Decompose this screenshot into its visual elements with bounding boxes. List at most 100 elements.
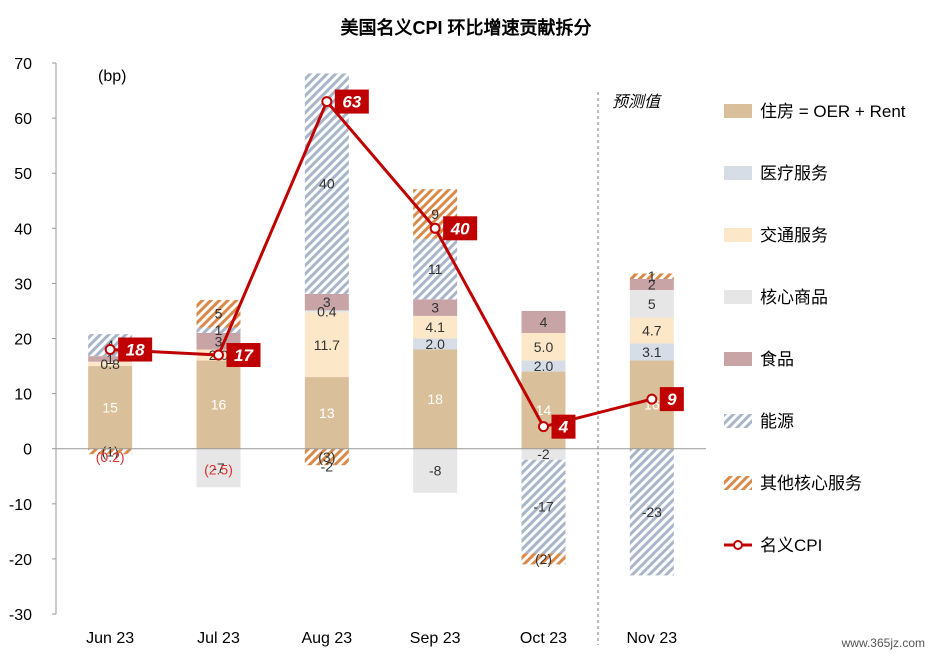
bar-segment-energy xyxy=(521,459,566,554)
legend-swatch-other_core xyxy=(724,476,752,490)
y-tick-label: 40 xyxy=(14,221,32,238)
segment-label: 11 xyxy=(428,261,443,277)
extra-segment-label: (2.5) xyxy=(204,461,233,477)
segment-label: 3 xyxy=(323,294,331,310)
bar-segment-housing xyxy=(88,366,133,449)
cpi-point xyxy=(213,349,224,361)
cpi-point xyxy=(538,421,549,433)
segment-label: 2.0 xyxy=(534,358,554,374)
legend-label: 食品 xyxy=(760,350,794,369)
legend-swatch-medical xyxy=(724,166,752,180)
watermark: www.365jz.com xyxy=(841,636,925,650)
segment-label: 1 xyxy=(106,351,114,367)
cpi-label-box xyxy=(443,216,478,241)
segment-label: 5.0 xyxy=(534,339,554,355)
segment-label: -17 xyxy=(533,499,553,515)
segment-label: 4.7 xyxy=(642,323,662,339)
bar-segment-energy xyxy=(629,448,674,576)
segment-label: 2 xyxy=(648,277,656,293)
cpi-polyline xyxy=(110,100,653,429)
unit-label: (bp) xyxy=(98,68,126,85)
cpi-point xyxy=(646,393,658,405)
bar-segment-other_core xyxy=(521,553,566,565)
segment-label: 18 xyxy=(427,391,443,407)
extra-segment-label: -2 xyxy=(321,459,334,475)
bar-segment-core_goods xyxy=(413,448,458,493)
legend-label: 其他核心服务 xyxy=(760,474,862,493)
bar-segment-transport xyxy=(629,317,674,344)
bar-segment-food xyxy=(629,278,674,291)
legend: 住房 = OER + Rent 医疗服务交通服务核心商品食品能源其他核心服务名义C… xyxy=(724,102,906,555)
bar-segment-energy xyxy=(196,327,241,333)
legend-label: 名义CPI xyxy=(760,536,822,555)
segment-label: 4.1 xyxy=(425,319,445,335)
bar-segment-other_core xyxy=(629,273,674,279)
y-tick-label: 60 xyxy=(14,111,32,128)
bar-segment-food xyxy=(413,299,458,316)
bar-segment-core_goods xyxy=(521,448,566,460)
extra-segment-label: (0.2) xyxy=(96,449,125,465)
segment-label: 3.1 xyxy=(642,344,662,360)
y-tick-label: 50 xyxy=(14,166,32,183)
cpi-label: 63 xyxy=(342,93,361,112)
x-tick-label: Jul 23 xyxy=(197,630,240,647)
cpi-line: 18 17 63 40 4 9 xyxy=(104,89,684,439)
bar-segment-housing xyxy=(413,349,458,449)
legend-label: 交通服务 xyxy=(760,226,828,245)
cpi-label-box xyxy=(118,337,153,362)
segment-label: 1 xyxy=(648,268,656,284)
bar-segment-core_goods xyxy=(304,310,349,313)
segment-label: 15 xyxy=(102,399,118,415)
cpi-label: 40 xyxy=(450,219,470,238)
x-tick-label: Aug 23 xyxy=(301,630,352,647)
bar-segment-transport xyxy=(521,332,566,361)
x-tick-label: Nov 23 xyxy=(626,630,677,647)
segment-label: 5 xyxy=(215,306,223,322)
bar-segment-energy xyxy=(413,238,458,300)
segment-label: (3) xyxy=(318,449,335,465)
cpi-label-box xyxy=(551,414,576,439)
segment-label: 0.8 xyxy=(100,356,120,372)
segment-label: 13 xyxy=(319,405,335,421)
cpi-label: 9 xyxy=(667,390,677,409)
legend-label: 住房 = OER + Rent xyxy=(760,102,906,121)
bar-segment-food xyxy=(88,356,133,362)
segment-label: 3 xyxy=(431,300,439,316)
legend-swatch-cpi-point xyxy=(733,540,743,550)
legend-swatch-energy xyxy=(724,414,752,428)
segment-label: 0.4 xyxy=(317,304,337,320)
segment-label: 9 xyxy=(431,206,439,222)
segment-label: -7 xyxy=(212,460,225,476)
y-tick-label: -20 xyxy=(9,552,32,569)
bar-segment-core_goods xyxy=(629,290,674,318)
cpi-label: 18 xyxy=(126,341,145,360)
legend-label: 医疗服务 xyxy=(760,164,828,183)
legend-swatch-core_goods xyxy=(724,290,752,304)
bar-segment-other_core xyxy=(304,448,349,466)
segment-label: 4 xyxy=(540,314,548,330)
segment-labels: 150.814(1)162.0-73151311.70.4340(3)182.0… xyxy=(96,176,662,567)
cpi-label: 17 xyxy=(234,346,254,365)
segment-label: 3 xyxy=(215,333,223,349)
bar-segment-food xyxy=(304,293,349,311)
cpi-point xyxy=(321,96,333,108)
forecast-label: 预测值 xyxy=(612,93,662,111)
bar-segment-other_core xyxy=(88,448,133,455)
segment-label: -23 xyxy=(642,504,662,520)
bar-segment-medical xyxy=(521,360,566,372)
x-tick-label: Sep 23 xyxy=(410,630,461,647)
cpi-label-box xyxy=(334,89,369,114)
y-tick-label: 10 xyxy=(14,387,32,404)
segment-label: 2.0 xyxy=(425,336,445,352)
chart-title: 美国名义CPI 环比增速贡献拆分 xyxy=(340,17,591,38)
bar-segment-medical xyxy=(413,338,458,350)
legend-label: 能源 xyxy=(760,412,794,431)
legend-swatch-housing xyxy=(724,104,752,118)
segment-label: 14 xyxy=(536,402,552,418)
segment-label: 5 xyxy=(648,296,656,312)
segment-label: (2) xyxy=(535,551,552,567)
bar-segment-food xyxy=(521,310,566,333)
cpi-point xyxy=(104,344,116,356)
x-axis: Jun 23 Jul 23 Aug 23 Sep 23 Oct 23 Nov 23 xyxy=(56,448,706,647)
cpi-label: 4 xyxy=(558,418,569,437)
